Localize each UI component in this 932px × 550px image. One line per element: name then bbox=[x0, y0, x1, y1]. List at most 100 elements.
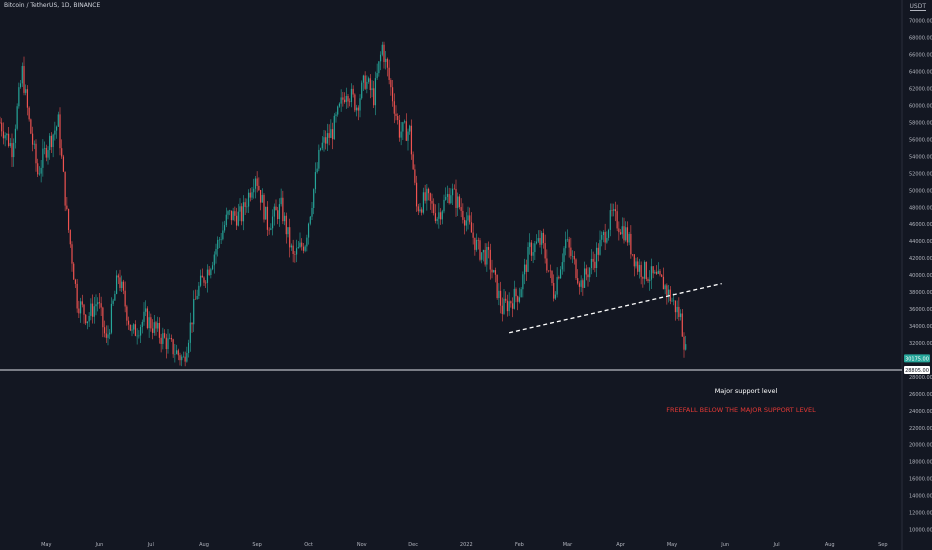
candle-body bbox=[421, 209, 423, 213]
time-tick-label: Jul bbox=[773, 542, 780, 548]
candle-body bbox=[448, 194, 450, 204]
candle-body bbox=[55, 126, 58, 131]
price-tick-label: 64000.00 bbox=[909, 70, 932, 76]
candle-body bbox=[367, 78, 370, 82]
candle-body bbox=[283, 215, 286, 222]
candle-body bbox=[160, 337, 162, 344]
candle-body bbox=[90, 303, 92, 316]
candle-body bbox=[481, 252, 483, 260]
time-tick-label: May bbox=[41, 542, 51, 548]
candle-body bbox=[477, 239, 479, 241]
candle-body bbox=[640, 265, 642, 277]
candle-body bbox=[355, 107, 358, 111]
candle-body bbox=[621, 226, 623, 235]
candle-body bbox=[676, 306, 678, 313]
candle-body bbox=[573, 255, 575, 260]
candle-body bbox=[223, 225, 226, 231]
candle-body bbox=[403, 121, 406, 123]
candle-body bbox=[412, 154, 414, 170]
candle-body bbox=[450, 195, 452, 204]
candle-body bbox=[129, 324, 131, 331]
candle-body bbox=[469, 215, 471, 223]
candle-body bbox=[79, 301, 82, 314]
candle-body bbox=[441, 211, 443, 220]
candle-body bbox=[299, 242, 301, 248]
candle-body bbox=[352, 88, 354, 95]
candle-body bbox=[566, 239, 569, 240]
candle-body bbox=[457, 196, 459, 208]
candle-body bbox=[86, 321, 89, 324]
candle-body bbox=[242, 202, 245, 222]
candle-body bbox=[369, 78, 371, 91]
candle-body bbox=[525, 264, 527, 272]
candle-body bbox=[683, 336, 685, 350]
candle-body bbox=[422, 192, 425, 213]
candle-body bbox=[590, 258, 593, 269]
candle-body bbox=[122, 281, 125, 291]
candle-body bbox=[213, 254, 215, 266]
candle-body bbox=[511, 303, 514, 309]
price-tick-label: 46000.00 bbox=[909, 222, 932, 228]
candle-body bbox=[266, 206, 269, 230]
candle-body bbox=[391, 87, 394, 102]
last-price-tag bbox=[904, 354, 930, 363]
candle-body bbox=[319, 148, 322, 150]
candle-body bbox=[91, 303, 94, 317]
time-tick-label: Dec bbox=[408, 542, 418, 548]
candle-body bbox=[427, 188, 430, 194]
candle-body bbox=[307, 223, 310, 238]
candle-body bbox=[539, 238, 541, 245]
candle-body bbox=[535, 241, 538, 244]
candle-body bbox=[522, 274, 524, 290]
candle-body bbox=[275, 206, 277, 211]
candle-body bbox=[198, 285, 200, 296]
candle-body bbox=[395, 113, 397, 116]
candle-body bbox=[294, 254, 296, 255]
candle-body bbox=[342, 97, 344, 100]
candle-body bbox=[513, 288, 515, 309]
candle-body bbox=[21, 66, 23, 84]
candle-body bbox=[661, 274, 663, 277]
candle-body bbox=[558, 277, 560, 279]
candle-body bbox=[565, 239, 567, 249]
candle-body bbox=[463, 219, 466, 226]
candle-body bbox=[165, 337, 167, 350]
price-tick-label: 26000.00 bbox=[909, 392, 932, 398]
candle-body bbox=[523, 264, 526, 275]
candle-body bbox=[491, 269, 493, 273]
candle-body bbox=[261, 194, 263, 203]
candle-body bbox=[619, 232, 622, 235]
candle-body bbox=[37, 163, 39, 175]
candle-body bbox=[318, 149, 320, 169]
candle-body bbox=[54, 130, 56, 135]
candle-body bbox=[655, 271, 658, 274]
time-tick-label: Jun bbox=[720, 542, 729, 548]
candle-body bbox=[268, 229, 270, 231]
symbol-title[interactable]: Bitcoin / TetherUS, 1D, BINANCE bbox=[4, 2, 101, 9]
candle-body bbox=[249, 192, 251, 198]
candle-body bbox=[4, 135, 6, 139]
candle-body bbox=[470, 222, 473, 233]
candle-body bbox=[241, 206, 243, 222]
candlestick-series bbox=[0, 41, 687, 367]
candle-body bbox=[604, 231, 606, 243]
candle-body bbox=[559, 269, 562, 279]
price-tick-label: 20000.00 bbox=[909, 443, 932, 449]
candle-body bbox=[179, 355, 181, 361]
candle-body bbox=[582, 280, 584, 288]
currency-unit[interactable]: USDT bbox=[909, 3, 926, 11]
candle-body bbox=[328, 133, 330, 138]
candle-body bbox=[302, 246, 305, 251]
candle-body bbox=[182, 356, 185, 358]
price-tick-label: 32000.00 bbox=[909, 341, 932, 347]
candle-body bbox=[458, 196, 461, 208]
candle-body bbox=[189, 322, 191, 343]
candle-body bbox=[431, 200, 433, 204]
candle-body bbox=[635, 261, 637, 267]
candle-body bbox=[145, 308, 147, 312]
freefall-annotation: FREEFALL BELOW THE MAJOR SUPPORT LEVEL bbox=[666, 406, 816, 414]
candle-body bbox=[436, 218, 438, 222]
candle-body bbox=[633, 254, 635, 267]
candle-body bbox=[270, 228, 272, 230]
